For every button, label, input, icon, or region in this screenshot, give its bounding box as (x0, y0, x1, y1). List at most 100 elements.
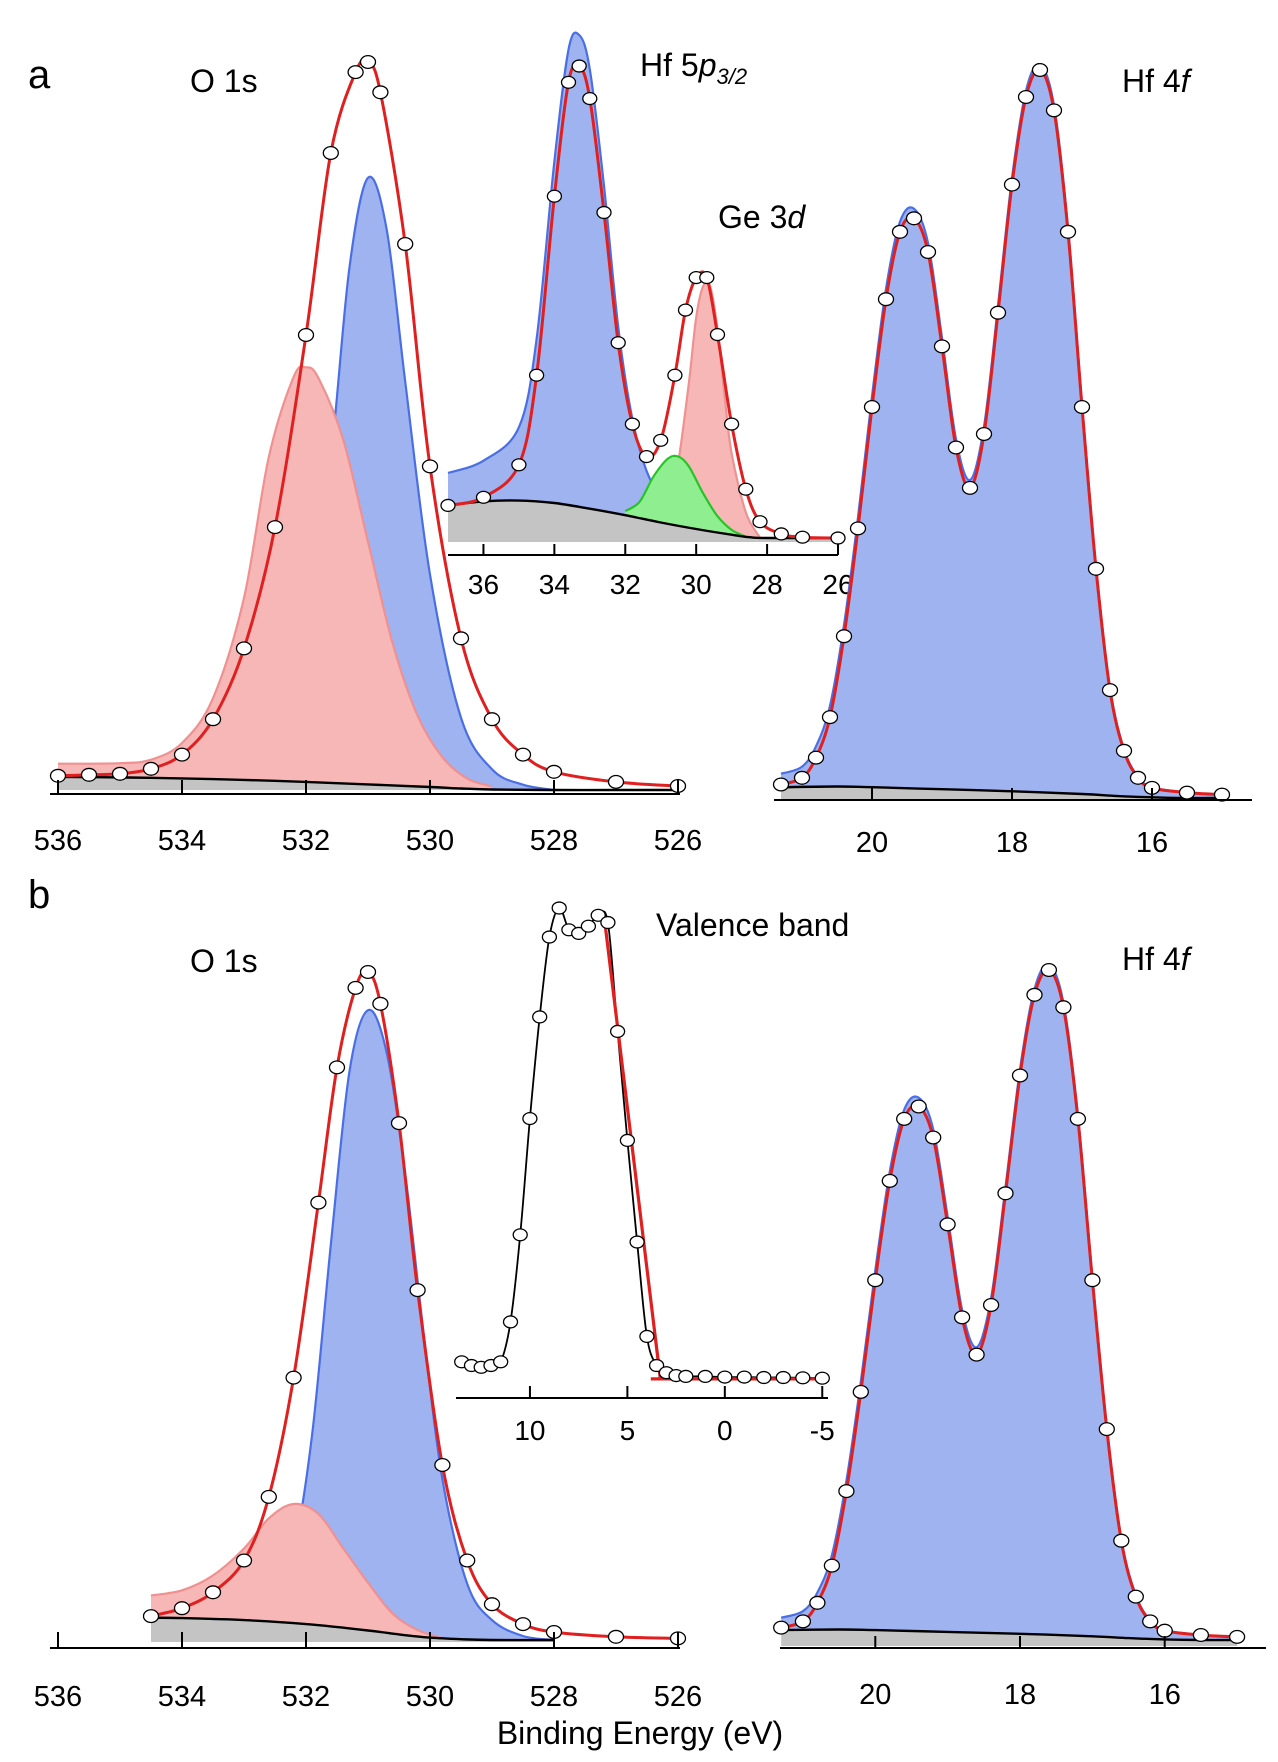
data-point (905, 211, 923, 226)
data-point (896, 1111, 913, 1126)
background-fill (781, 1629, 1238, 1646)
background-line (150, 1616, 555, 1642)
data-point (551, 901, 567, 915)
x-tick-label: 32 (610, 569, 641, 600)
data-point (514, 1617, 532, 1632)
data-point (795, 1371, 811, 1385)
envelope-fit-line (150, 969, 679, 1640)
x-tick-label: 536 (34, 1681, 82, 1713)
label-a-hf4f-letter: f (1181, 63, 1193, 99)
data-point (571, 59, 587, 73)
data-point (483, 712, 501, 727)
label-a-hf4f: Hf 4f (1122, 63, 1193, 99)
x-tick-label: 526 (654, 825, 702, 857)
data-point (709, 327, 726, 342)
data-point (677, 303, 694, 317)
panel-letter-b: b (28, 873, 50, 917)
label-b-hf4f-letter: f (1181, 941, 1193, 977)
data-point (409, 1283, 426, 1298)
data-point (881, 1173, 898, 1188)
data-point (1087, 561, 1105, 576)
data-point (629, 1235, 645, 1249)
data-point (600, 915, 616, 930)
data-point (511, 458, 527, 472)
plot-a-hf4f: 20 18 16 (772, 62, 1252, 859)
label-a-o1s: O 1s (190, 63, 258, 99)
x-tick-label: 530 (406, 1681, 454, 1713)
label-b-o1s: O 1s (190, 943, 258, 979)
data-point (1142, 1614, 1159, 1629)
data-point (975, 426, 993, 442)
data-point (653, 433, 669, 447)
data-point (1129, 770, 1147, 785)
background-line (447, 499, 839, 540)
data-point (560, 75, 577, 89)
data-point (475, 490, 492, 504)
label-b-valence-main: Valence band (656, 907, 849, 943)
x-tick-label: 536 (34, 825, 82, 857)
data-point (919, 244, 937, 260)
data-point (546, 189, 563, 203)
data-point (173, 1601, 191, 1616)
x-tick-label: 534 (158, 1681, 206, 1713)
data-point (961, 480, 979, 495)
data-point (667, 368, 683, 382)
x-tick-label: 532 (282, 1681, 330, 1713)
plot-a-hf5p-ge3d-inset: 36 34 32 30 28 26 (440, 31, 854, 600)
component-fill-1 (58, 366, 492, 790)
data-point (1101, 683, 1119, 698)
component-line-1 (150, 1502, 443, 1640)
data-point (939, 1217, 956, 1232)
label-a-hf4f-main: Hf 4 (1122, 63, 1181, 99)
data-point (638, 449, 655, 464)
x-tick-label: 16 (1149, 1679, 1181, 1711)
data-point (678, 1369, 694, 1384)
data-point (1031, 62, 1049, 78)
data-point (910, 1099, 927, 1114)
data-point (142, 1609, 160, 1624)
data-point (459, 1553, 476, 1568)
data-point (493, 1355, 509, 1369)
label-a-ge3d-letter: d (787, 199, 806, 235)
component-fill-0 (213, 176, 554, 791)
data-point (1098, 1422, 1115, 1437)
component-fill-0 (781, 964, 1238, 1640)
data-point (322, 145, 339, 161)
data-point (528, 368, 545, 382)
plot-b-valence-inset: 10 5 0 -5 (454, 901, 835, 1446)
data-point (502, 1315, 519, 1329)
label-a-o1s-main: O 1s (190, 63, 258, 99)
label-a-hf5p-main: Hf 5 (640, 47, 699, 83)
data-point (639, 1329, 655, 1344)
data-point (607, 774, 625, 789)
x-tick-label: 530 (406, 825, 454, 857)
data-point (522, 1112, 538, 1126)
x-tick-label: -5 (810, 1415, 835, 1446)
data-point (821, 710, 839, 725)
x-tick-label: 28 (752, 569, 783, 600)
data-point (624, 417, 641, 431)
component-fill-1 (151, 1503, 443, 1639)
panel-letter-a: a (28, 53, 51, 97)
data-point (1040, 962, 1058, 978)
data-point (648, 1358, 665, 1373)
data-point (204, 1585, 222, 1600)
data-point (571, 926, 587, 941)
data-point (328, 1060, 346, 1075)
x-tick-label: 34 (539, 569, 570, 600)
data-point (1045, 103, 1063, 118)
data-point (619, 1133, 636, 1148)
x-tick-label: 36 (468, 569, 499, 600)
data-point (372, 85, 389, 100)
x-tick-label: 18 (996, 827, 1028, 859)
data-point (809, 1595, 826, 1610)
data-point (891, 224, 909, 239)
data-point (830, 531, 846, 545)
data-point (953, 1310, 971, 1325)
data-point (773, 527, 789, 541)
data-point (421, 459, 439, 474)
data-point (968, 1347, 985, 1362)
edge-fit-line (602, 915, 663, 1381)
data-point (863, 399, 881, 415)
